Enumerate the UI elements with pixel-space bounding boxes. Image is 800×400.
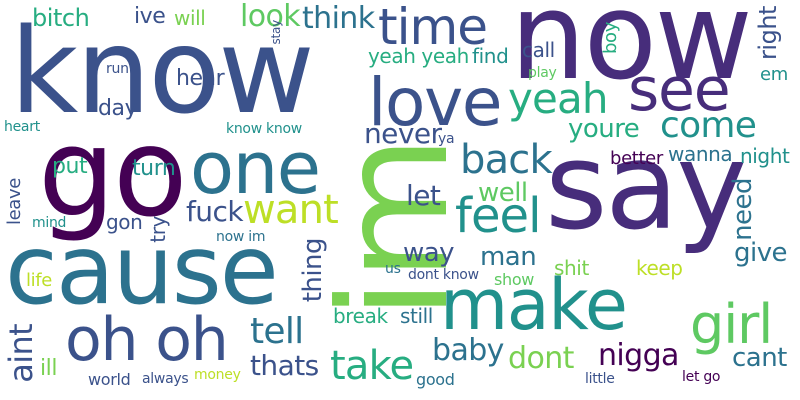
word-think: think (302, 1, 375, 36)
word-give: give (734, 238, 788, 268)
word-come: come (660, 105, 757, 146)
word-ya: ya (438, 131, 455, 147)
word-right: right (754, 6, 782, 60)
word-better: better (610, 148, 663, 169)
word-look: look (240, 0, 301, 34)
word-always: always (142, 371, 189, 387)
word-way: way (403, 238, 455, 268)
word-baby: baby (432, 333, 504, 368)
word-shit: shit (554, 256, 589, 280)
word-night: night (740, 144, 790, 168)
word-life: life (26, 270, 52, 291)
word-never: never (364, 117, 442, 150)
word-money: money (194, 367, 241, 383)
word-now-im: now im (216, 229, 266, 245)
word-try: try (146, 216, 170, 243)
word-nigga: nigga (598, 338, 679, 373)
word-bitch: bitch (32, 4, 90, 32)
word-find: find (472, 44, 509, 68)
word-go: go (38, 102, 188, 244)
word-fuck: fuck (186, 195, 244, 228)
word-world: world (88, 370, 131, 389)
word-want: want (243, 187, 339, 233)
word-little: little (585, 371, 615, 387)
word-mind: mind (32, 215, 67, 231)
word-boy: boy (600, 22, 621, 55)
word-dont-know: dont know (408, 267, 479, 283)
word-play: play (528, 65, 557, 81)
word-dont: dont (508, 341, 574, 376)
word-turn: turn (132, 156, 176, 181)
word-still: still (400, 304, 433, 328)
word-well: well (478, 178, 528, 208)
word-youre: youre (568, 114, 640, 144)
word-one: one (190, 126, 321, 210)
word-will: will (174, 6, 206, 30)
word-show: show (494, 270, 535, 289)
word-us: us (385, 261, 401, 277)
word-keep: keep (636, 256, 683, 280)
word-know-know: know know (226, 121, 302, 137)
word-wanna: wanna (668, 142, 733, 166)
word-aint: aint (2, 324, 40, 383)
word-time: time (378, 0, 488, 56)
word-man: man (480, 242, 537, 272)
word-yeah-yeah: yeah yeah (368, 44, 469, 68)
word-put: put (52, 154, 88, 179)
word-gon: gon (106, 210, 143, 234)
word-tell: tell (250, 311, 304, 352)
word-now: now (510, 0, 753, 107)
word-thing: thing (298, 238, 328, 303)
word-hear: hear (176, 66, 225, 91)
word-need: need (728, 178, 758, 241)
word-let-go: let go (682, 369, 721, 385)
word-stay: stay (269, 20, 283, 45)
word-ill: ill (40, 356, 58, 381)
word-heart: heart (4, 119, 40, 135)
word-oh-oh: oh oh (65, 305, 229, 375)
word-break: break (333, 304, 388, 328)
word-back: back (460, 137, 553, 183)
word-call: call (522, 38, 555, 62)
word-girl: girl (690, 293, 773, 356)
word-day: day (98, 96, 138, 121)
word-yeah: yeah (508, 74, 609, 123)
word-good: good (416, 370, 455, 389)
word-em: em (760, 64, 788, 85)
word-run: run (106, 61, 129, 77)
word-leave: leave (4, 178, 25, 226)
word-cause: cause (5, 214, 279, 326)
word-know: know (10, 2, 315, 140)
word-let: let (406, 179, 441, 212)
word-say: say (545, 118, 747, 257)
word-love: love (368, 64, 502, 141)
word-see: see (628, 55, 731, 125)
word-make: make (440, 264, 628, 346)
word-ive: ive (134, 4, 166, 29)
word-feel: feel (455, 188, 541, 244)
word-thats: thats (250, 349, 319, 382)
word-cant: cant (732, 343, 787, 373)
word-take: take (330, 343, 414, 389)
